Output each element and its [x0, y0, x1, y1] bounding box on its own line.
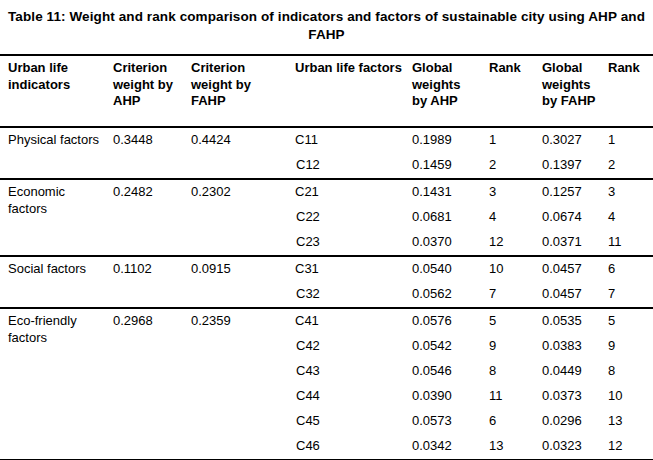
col-header-rank-fahp: Rank [601, 55, 653, 127]
table-header: Urban life indicators Criterion weight b… [0, 55, 653, 127]
table-row: Economic factors 0.2482 0.2302 C21 0.143… [0, 179, 653, 205]
cell-rank-fahp: 4 [601, 205, 653, 230]
table-row: Eco-friendly factors 0.2968 0.2359 C41 0… [0, 308, 653, 334]
cell-rank-ahp: 1 [482, 127, 535, 153]
cell-rank-ahp: 10 [482, 256, 535, 282]
cell-global-ahp: 0.0562 [405, 282, 482, 308]
col-header-urban-life-indicators: Urban life indicators [0, 55, 106, 127]
cell-global-ahp: 0.0370 [405, 230, 482, 256]
comparison-table: Urban life indicators Criterion weight b… [0, 54, 653, 460]
cell-factor-code: C43 [288, 359, 405, 384]
cell-rank-ahp: 7 [482, 282, 535, 308]
cell-global-ahp: 0.0542 [405, 334, 482, 359]
cell-criterion-fahp: 0.2359 [184, 308, 288, 460]
cell-factor-code: C32 [288, 282, 405, 308]
cell-global-fahp: 0.3027 [535, 127, 601, 153]
cell-global-fahp: 0.0535 [535, 308, 601, 334]
cell-criterion-ahp: 0.1102 [106, 256, 184, 308]
cell-criterion-fahp: 0.0915 [184, 256, 288, 308]
cell-factor-code: C31 [288, 256, 405, 282]
header-row: Urban life indicators Criterion weight b… [0, 55, 653, 127]
cell-rank-fahp: 2 [601, 153, 653, 179]
cell-rank-fahp: 10 [601, 384, 653, 409]
col-header-criterion-weight-ahp: Criterion weight by AHP [106, 55, 184, 127]
cell-criterion-ahp: 0.3448 [106, 127, 184, 179]
paper-table-page: Table 11: Weight and rank comparison of … [0, 0, 653, 460]
cell-global-fahp: 0.0457 [535, 282, 601, 308]
col-header-criterion-weight-fahp: Criterion weight by FAHP [184, 55, 288, 127]
table-caption: Table 11: Weight and rank comparison of … [0, 0, 653, 44]
table-row: Social factors 0.1102 0.0915 C31 0.0540 … [0, 256, 653, 282]
cell-global-fahp: 0.0373 [535, 384, 601, 409]
cell-rank-ahp: 2 [482, 153, 535, 179]
group-social-factors: Social factors 0.1102 0.0915 C31 0.0540 … [0, 256, 653, 308]
cell-rank-fahp: 9 [601, 334, 653, 359]
cell-global-fahp: 0.0296 [535, 409, 601, 434]
cell-criterion-ahp: 0.2968 [106, 308, 184, 460]
cell-rank-ahp: 5 [482, 308, 535, 334]
cell-rank-ahp: 13 [482, 434, 535, 460]
cell-global-fahp: 0.0371 [535, 230, 601, 256]
cell-rank-fahp: 3 [601, 179, 653, 205]
cell-criterion-ahp: 0.2482 [106, 179, 184, 256]
cell-indicator: Physical factors [0, 127, 106, 179]
cell-global-fahp: 0.1397 [535, 153, 601, 179]
cell-global-ahp: 0.0342 [405, 434, 482, 460]
cell-global-fahp: 0.0674 [535, 205, 601, 230]
cell-rank-ahp: 3 [482, 179, 535, 205]
cell-factor-code: C22 [288, 205, 405, 230]
group-economic-factors: Economic factors 0.2482 0.2302 C21 0.143… [0, 179, 653, 256]
cell-rank-fahp: 5 [601, 308, 653, 334]
cell-rank-fahp: 13 [601, 409, 653, 434]
cell-rank-fahp: 1 [601, 127, 653, 153]
cell-criterion-fahp: 0.4424 [184, 127, 288, 179]
col-header-global-weights-fahp: Global weights by FAHP [535, 55, 601, 127]
cell-factor-code: C11 [288, 127, 405, 153]
cell-factor-code: C12 [288, 153, 405, 179]
cell-factor-code: C46 [288, 434, 405, 460]
cell-rank-fahp: 7 [601, 282, 653, 308]
cell-global-fahp: 0.0449 [535, 359, 601, 384]
cell-global-ahp: 0.0573 [405, 409, 482, 434]
cell-rank-ahp: 12 [482, 230, 535, 256]
cell-criterion-fahp: 0.2302 [184, 179, 288, 256]
cell-factor-code: C21 [288, 179, 405, 205]
group-physical-factors: Physical factors 0.3448 0.4424 C11 0.198… [0, 127, 653, 179]
col-header-urban-life-factors: Urban life factors [288, 55, 405, 127]
cell-global-fahp: 0.0457 [535, 256, 601, 282]
table-row: Physical factors 0.3448 0.4424 C11 0.198… [0, 127, 653, 153]
cell-rank-fahp: 8 [601, 359, 653, 384]
col-header-rank-ahp: Rank [482, 55, 535, 127]
cell-rank-ahp: 4 [482, 205, 535, 230]
group-eco-friendly-factors: Eco-friendly factors 0.2968 0.2359 C41 0… [0, 308, 653, 460]
cell-rank-ahp: 8 [482, 359, 535, 384]
cell-global-fahp: 0.0323 [535, 434, 601, 460]
cell-indicator: Eco-friendly factors [0, 308, 106, 460]
cell-global-fahp: 0.0383 [535, 334, 601, 359]
cell-rank-ahp: 11 [482, 384, 535, 409]
cell-rank-fahp: 12 [601, 434, 653, 460]
cell-rank-fahp: 11 [601, 230, 653, 256]
cell-global-ahp: 0.1459 [405, 153, 482, 179]
cell-rank-fahp: 6 [601, 256, 653, 282]
cell-global-fahp: 0.1257 [535, 179, 601, 205]
cell-global-ahp: 0.1431 [405, 179, 482, 205]
cell-global-ahp: 0.1989 [405, 127, 482, 153]
col-header-global-weights-ahp: Global weights by AHP [405, 55, 482, 127]
cell-rank-ahp: 6 [482, 409, 535, 434]
cell-global-ahp: 0.0576 [405, 308, 482, 334]
cell-rank-ahp: 9 [482, 334, 535, 359]
cell-indicator: Social factors [0, 256, 106, 308]
cell-indicator: Economic factors [0, 179, 106, 256]
cell-global-ahp: 0.0681 [405, 205, 482, 230]
cell-factor-code: C41 [288, 308, 405, 334]
cell-factor-code: C44 [288, 384, 405, 409]
cell-factor-code: C42 [288, 334, 405, 359]
cell-global-ahp: 0.0390 [405, 384, 482, 409]
cell-global-ahp: 0.0546 [405, 359, 482, 384]
cell-global-ahp: 0.0540 [405, 256, 482, 282]
cell-factor-code: C45 [288, 409, 405, 434]
cell-factor-code: C23 [288, 230, 405, 256]
